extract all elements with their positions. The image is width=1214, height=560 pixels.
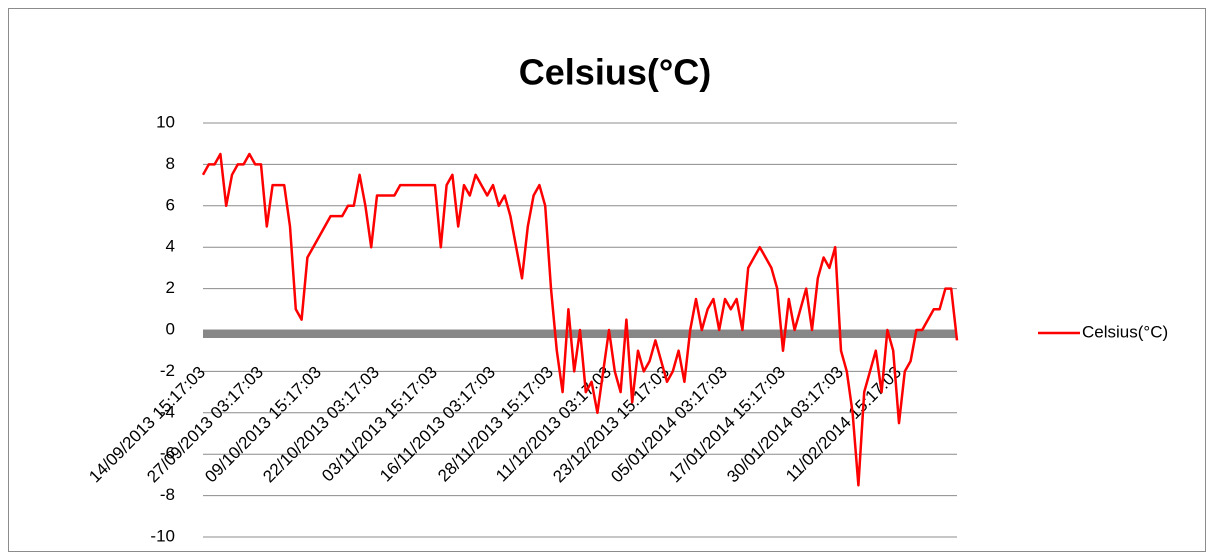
y-tick-label: -6 — [160, 444, 175, 463]
y-tick-label: -8 — [160, 485, 175, 504]
y-tick-label: 4 — [166, 237, 175, 256]
legend-label: Celsius(°C) — [1082, 322, 1168, 341]
y-tick-label: 8 — [166, 154, 175, 173]
y-tick-label: 0 — [166, 319, 175, 338]
y-tick-label: -4 — [160, 402, 175, 421]
y-tick-label: 10 — [156, 112, 175, 131]
y-tick-label: -2 — [160, 361, 175, 380]
y-tick-label: -10 — [150, 526, 175, 545]
y-tick-label: 2 — [166, 278, 175, 297]
data-line — [201, 152, 959, 487]
chart-title: Celsius(°C) — [519, 52, 711, 93]
y-tick-label: 6 — [166, 195, 175, 214]
chart-frame — [8, 8, 1206, 552]
